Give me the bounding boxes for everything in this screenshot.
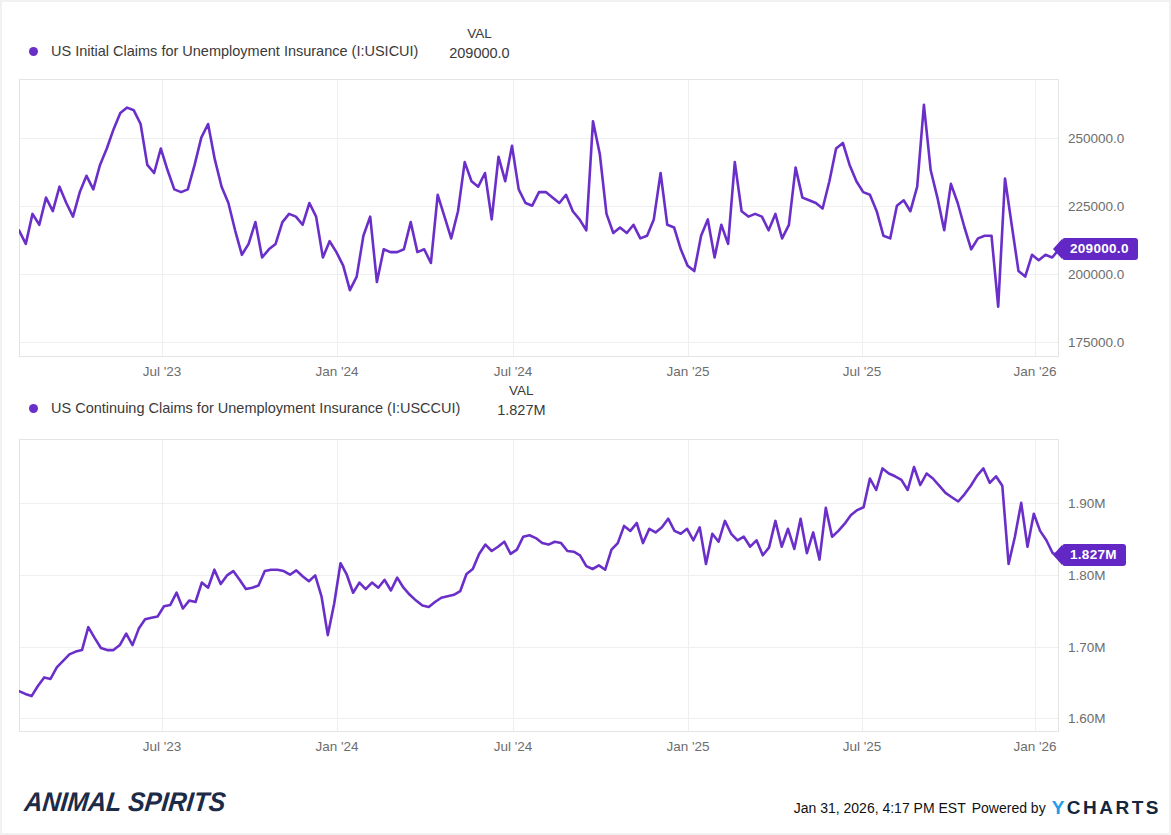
powered-by-label: Powered by [972, 800, 1046, 816]
badge-value: 1.827M [1062, 544, 1126, 566]
x-axis-label: Jan '26 [1013, 739, 1056, 754]
ycharts-y-icon: Y [1052, 797, 1067, 818]
series-line [19, 467, 1059, 696]
series-label: US Continuing Claims for Unemployment In… [51, 400, 460, 416]
y-axis-label: 1.60M [1068, 711, 1106, 726]
x-axis-label: Jul '23 [143, 364, 182, 379]
y-axis-label: 250000.0 [1068, 131, 1124, 146]
continuing-claims-plot: 1.827M 1.90M1.80M1.70M1.60MJul '23Jan '2… [19, 439, 1171, 732]
y-axis-label: 200000.0 [1068, 267, 1124, 282]
y-axis-label: 1.90M [1068, 496, 1106, 511]
last-value-badge: 1.827M [1053, 544, 1126, 566]
animal-spirits-logo: Animal Spirits [23, 786, 227, 817]
chart-card: US Initial Claims for Unemployment Insur… [0, 0, 1171, 835]
x-axis-label: Jan '24 [315, 364, 358, 379]
series-current-value: 209000.0 [449, 45, 509, 61]
legend-initial-claims: US Initial Claims for Unemployment Insur… [29, 26, 510, 61]
series-current-value: 1.827M [497, 402, 545, 418]
badge-arrow-icon [1053, 545, 1062, 565]
y-axis-label: 1.70M [1068, 640, 1106, 655]
plot-canvas [19, 79, 1059, 357]
plot-canvas [19, 439, 1059, 732]
y-axis-label: 1.80M [1068, 568, 1106, 583]
badge-arrow-icon [1053, 239, 1062, 259]
series-dot-icon [29, 47, 38, 56]
legend-continuing-claims: US Continuing Claims for Unemployment In… [29, 383, 552, 418]
timestamp: Jan 31, 2026, 4:17 PM EST [794, 800, 966, 816]
attribution: Jan 31, 2026, 4:17 PM EST Powered by YCH… [794, 797, 1161, 819]
x-axis-label: Jan '24 [315, 739, 358, 754]
series-label: US Initial Claims for Unemployment Insur… [51, 43, 418, 59]
y-axis-label: 175000.0 [1068, 335, 1124, 350]
x-axis-label: Jan '26 [1013, 364, 1056, 379]
val-column-header: VAL [467, 26, 492, 41]
x-axis-label: Jul '24 [494, 364, 533, 379]
last-value-badge: 209000.0 [1053, 238, 1138, 260]
initial-claims-plot: 209000.0 250000.0 225000.0 200000.0 175000.… [19, 79, 1171, 357]
x-axis-label: Jul '24 [494, 739, 533, 754]
x-axis-label: Jan '25 [666, 739, 709, 754]
series-dot-icon [29, 404, 38, 413]
series-line [19, 105, 1059, 307]
y-axis-label: 225000.0 [1068, 199, 1124, 214]
badge-value: 209000.0 [1062, 238, 1138, 260]
ycharts-logo: YCHARTS [1052, 797, 1161, 819]
val-column-header: VAL [509, 383, 534, 398]
x-axis-label: Jul '25 [843, 364, 882, 379]
x-axis-label: Jul '25 [843, 739, 882, 754]
x-axis-label: Jan '25 [666, 364, 709, 379]
x-axis-label: Jul '23 [143, 739, 182, 754]
